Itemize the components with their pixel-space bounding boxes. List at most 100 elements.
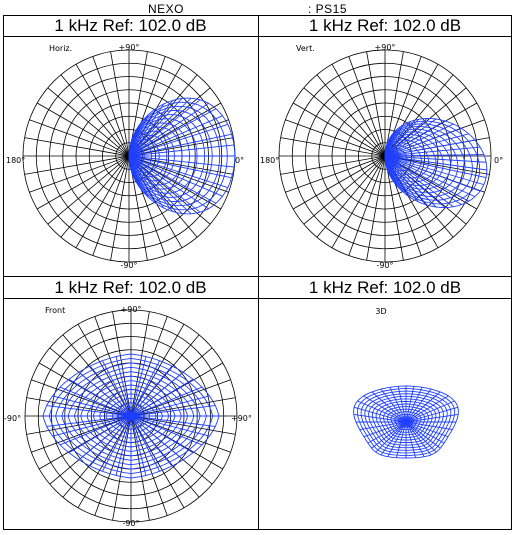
balloon-mesh-spoke (384, 155, 487, 171)
balloon-mesh-spoke (128, 155, 228, 188)
balloon-mesh-spoke (384, 155, 387, 164)
balloon-mesh-spoke (128, 155, 217, 204)
balloon-mesh-spoke (405, 406, 458, 423)
balloon-mesh-spoke (354, 406, 407, 423)
polar-grid-spoke (24, 155, 130, 175)
balloon-mesh-spoke (405, 400, 455, 423)
left-angle-label: 180° (260, 156, 279, 165)
view-label: Horiz. (49, 44, 72, 53)
polar-grid-spoke (331, 155, 386, 248)
polar-grid-spoke (303, 155, 386, 225)
balloon-mesh-spoke (405, 421, 441, 449)
balloon-mesh-spoke (130, 378, 194, 417)
balloon-mesh-spoke (384, 118, 419, 157)
balloon-mesh-spoke (78, 371, 132, 417)
polar-grid-spoke (128, 155, 221, 210)
view-label: 3D (375, 307, 386, 316)
balloon-mesh-spoke (128, 115, 223, 157)
balloon-mesh-spoke (405, 421, 445, 444)
balloon-mesh-spoke (128, 155, 142, 191)
balloon-mesh-spoke (405, 421, 437, 453)
balloon-mesh-spoke (397, 386, 407, 423)
balloon-mesh-spoke (405, 413, 459, 423)
balloon-mesh-spoke (384, 129, 398, 157)
balloon-mesh-spoke (130, 415, 160, 472)
top-angle-label: +90° (375, 43, 396, 52)
polar-grid-spoke (285, 119, 386, 157)
polar-grid-spoke (280, 155, 386, 175)
balloon-mesh-spoke (405, 395, 449, 423)
balloon-mesh-spoke (384, 155, 476, 198)
balloon-mesh-spoke (130, 405, 216, 417)
balloon-mesh-spoke (128, 155, 183, 214)
balloon-mesh-spoke (128, 155, 174, 212)
balloon-mesh-spoke (405, 421, 417, 458)
balloon-mesh-spoke (384, 133, 469, 157)
polar-grid-spoke (29, 155, 130, 193)
right-angle-label: 0° (235, 156, 244, 165)
polar-grid-spoke (37, 155, 130, 210)
balloon-mesh-spoke (128, 102, 209, 157)
polar-grid-spoke (37, 102, 130, 157)
balloon-mesh-spoke (128, 155, 232, 179)
balloon-mesh-spoke (128, 99, 201, 157)
polar-grid-spoke (280, 137, 386, 157)
balloon-mesh-spoke (384, 155, 462, 205)
polar-plot-front: Front +90° -90° -90° +90° (4, 305, 252, 528)
balloon-mesh-spoke (384, 155, 411, 198)
balloon-mesh-spoke (78, 415, 132, 461)
balloon-mesh-spoke (405, 387, 423, 423)
balloon-mesh-spoke (384, 118, 428, 157)
polar-grid-spoke (331, 64, 386, 157)
polar-grid-spoke (110, 51, 130, 157)
balloon-mesh-spoke (115, 356, 132, 417)
balloon-mesh-spoke (367, 421, 407, 444)
right-angle-label: +90° (231, 414, 252, 423)
polar-grid-spoke (384, 51, 404, 157)
right-angle-label: 0° (494, 156, 503, 165)
polar-grid-spoke (303, 87, 386, 157)
polar-grid-spoke (31, 415, 132, 453)
balloon-mesh-spoke (68, 378, 132, 417)
polar-grid-spoke (24, 137, 130, 157)
balloon-mesh-spoke (371, 421, 407, 449)
balloon-mesh-spoke (46, 415, 132, 427)
polar-grid-spoke (316, 74, 386, 157)
balloon-mesh-spoke (384, 155, 437, 208)
balloon-mesh-spoke (405, 388, 432, 423)
balloon-mesh-spoke (130, 360, 160, 417)
balloon-mesh-spoke (128, 114, 149, 157)
balloon-mesh-spoke (128, 155, 165, 209)
balloon-mesh-spoke (59, 415, 132, 446)
balloon-mesh-spoke (405, 421, 425, 457)
balloon-mesh-spoke (68, 415, 132, 454)
balloon-mesh-spoke (384, 155, 481, 192)
balloon-mesh-spoke (128, 100, 174, 157)
polar-grid-spoke (384, 87, 467, 157)
polar-grid-spoke (60, 155, 130, 238)
balloon-mesh-spoke (389, 387, 407, 423)
polar-grid-spoke (348, 56, 386, 157)
model-label: : PS15 (308, 2, 348, 16)
top-angle-label: +90° (121, 305, 142, 314)
balloon-mesh-spoke (128, 121, 142, 157)
polar-grid-spoke (110, 155, 130, 261)
balloon-mesh-spoke (384, 155, 487, 178)
balloon-mesh-spoke (405, 421, 432, 456)
balloon-mesh-spoke (130, 356, 147, 417)
balloon-mesh-spoke (384, 139, 476, 157)
balloon-mesh-spoke (130, 415, 216, 427)
balloon-mesh-spoke (384, 155, 469, 202)
polar-grid-spoke (130, 379, 231, 417)
panel-vertical: 1 kHz Ref: 102.0 dB Vert. +90° -90° 180°… (258, 15, 512, 276)
balloon-mesh-spoke (375, 421, 407, 453)
vertical-divider (258, 15, 259, 530)
balloon-mesh-spoke (384, 121, 411, 157)
balloon-mesh-spoke (130, 395, 210, 417)
balloon-mesh-spoke (384, 146, 481, 157)
balloon-mesh-spoke (357, 400, 407, 423)
polar-grid-spoke (31, 379, 132, 417)
balloon-mesh-spoke (128, 155, 209, 210)
bottom-angle-label: -90° (120, 261, 137, 270)
balloon-mesh-spoke (89, 415, 132, 467)
